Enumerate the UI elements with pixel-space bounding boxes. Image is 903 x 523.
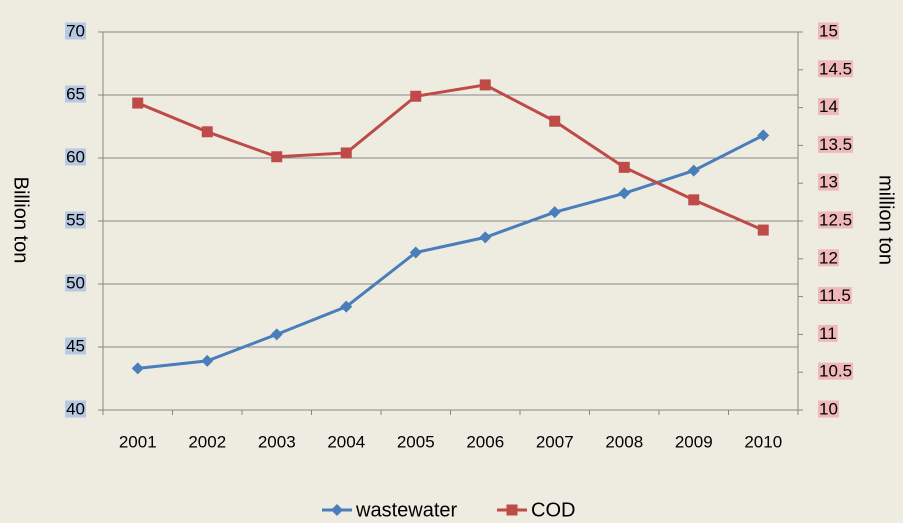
legend-label: COD — [531, 499, 575, 521]
tick-label-bg — [65, 337, 86, 355]
tick-label-bg — [65, 274, 86, 292]
y2-tick-label: 15 — [819, 21, 838, 40]
point — [688, 194, 700, 206]
tick-label-bg — [818, 249, 839, 267]
y2-tick-label: 10.5 — [819, 362, 852, 381]
x-tick-label: 2004 — [327, 432, 365, 451]
point — [340, 147, 352, 159]
y2-tick-label: 14 — [819, 97, 838, 116]
tick-label-bg — [818, 287, 852, 305]
y-axis-label: Billion ton — [10, 177, 32, 264]
tick-label-bg — [65, 211, 86, 229]
tick-label-bg — [818, 135, 854, 153]
x-tick-label: 2002 — [188, 432, 226, 451]
point — [548, 206, 561, 219]
y-tick-label: 50 — [66, 273, 85, 292]
y2-axis-label: million ton — [875, 175, 897, 265]
point — [410, 90, 422, 102]
point — [271, 151, 283, 163]
tick-label-bg — [818, 400, 839, 418]
x-tick-label: 2009 — [675, 432, 713, 451]
tick-label-bg — [818, 98, 839, 116]
x-tick-label: 2010 — [744, 432, 782, 451]
x-tick-label: 2006 — [466, 432, 504, 451]
line — [137, 83, 764, 232]
tick-label-bg — [818, 60, 854, 78]
y2-tick-label: 13.5 — [819, 135, 852, 154]
legend-label: wastewater — [355, 499, 457, 521]
y2-tick-label: 12.5 — [819, 210, 852, 229]
point — [479, 79, 491, 91]
point — [757, 224, 769, 236]
tick-label-bg — [818, 211, 854, 229]
y2-tick-label: 10 — [819, 399, 838, 418]
y-tick-label: 55 — [66, 210, 85, 229]
y2-tick-label: 14.5 — [819, 59, 852, 78]
y2-tick-label: 13 — [819, 173, 838, 192]
tick-label-bg — [818, 22, 839, 40]
x-tick-label: 2007 — [536, 432, 574, 451]
x-tick-label: 2003 — [258, 432, 296, 451]
point — [201, 354, 214, 367]
y-tick-label: 70 — [66, 21, 85, 40]
y-tick-label: 65 — [66, 84, 85, 103]
x-tick-label: 2008 — [605, 432, 643, 451]
tick-label-bg — [818, 362, 854, 380]
tick-label-bg — [65, 400, 86, 418]
legend-marker — [331, 504, 343, 516]
point — [132, 97, 144, 109]
point — [409, 246, 422, 259]
legend-marker — [506, 504, 518, 516]
point — [757, 129, 770, 142]
tick-label-bg — [65, 148, 86, 166]
y2-tick-label: 12 — [819, 248, 838, 267]
tick-label-bg — [65, 85, 86, 103]
tick-label-bg — [818, 173, 839, 191]
x-tick-label: 2001 — [119, 432, 157, 451]
y2-tick-label: 11 — [819, 324, 837, 343]
point — [549, 115, 561, 127]
x-tick-label: 2005 — [397, 432, 435, 451]
y2-tick-label: 11.5 — [819, 286, 851, 305]
y-tick-label: 60 — [66, 147, 85, 166]
tick-label-bg — [818, 324, 838, 342]
point — [340, 300, 353, 313]
y-tick-label: 40 — [66, 399, 85, 418]
point — [270, 328, 283, 341]
y-tick-label: 45 — [66, 336, 85, 355]
point — [687, 164, 700, 177]
point — [479, 231, 492, 244]
tick-label-bg — [65, 22, 86, 40]
point — [131, 362, 144, 375]
point — [618, 161, 630, 173]
point — [618, 187, 631, 200]
point — [201, 126, 213, 138]
